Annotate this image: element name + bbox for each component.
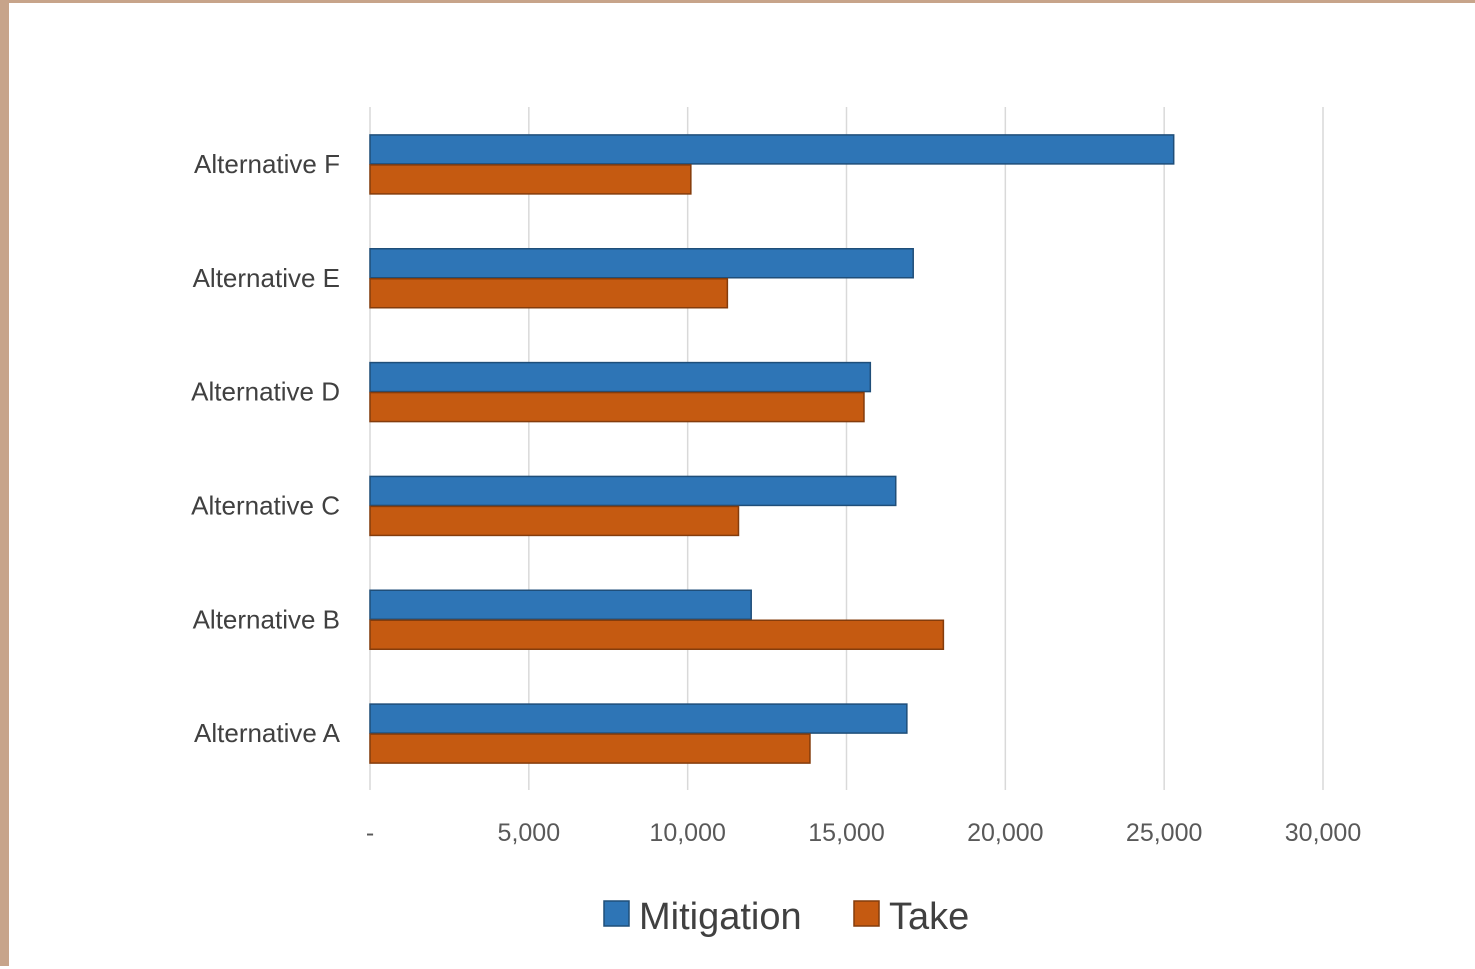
category-label-5: Alternative F [194,149,340,179]
x-tick-label-6: 30,000 [1285,819,1361,847]
bar-take-3 [369,391,865,423]
x-axis-tick-labels: - 5,000 10,000 15,000 20,000 25,000 30,000 [366,819,1361,847]
y-axis-category-labels: Alternative A Alternative B Alternative C A… [191,149,340,748]
legend-label-take: Take [889,896,969,938]
category-label-4: Alternative E [193,263,340,293]
bar-take-4 [369,278,729,309]
bar-take-2 [369,505,740,537]
bar-take-0 [369,733,811,764]
bar-mitigation-5 [369,134,1175,165]
gridlines [369,107,1324,790]
category-label-3: Alternative D [191,377,340,407]
x-tick-label-2: 10,000 [649,819,725,847]
x-tick-label-0: - [366,819,374,847]
bar-take-1 [369,619,945,650]
bar-chart: - 5,000 10,000 15,000 20,000 25,000 30,000 Alt… [191,107,1361,938]
x-tick-label-4: 20,000 [967,819,1043,847]
legend-label-mitigation: Mitigation [639,896,802,938]
bar-mitigation-3 [369,361,872,393]
x-tick-label-1: 5,000 [498,819,561,847]
x-tick-label-5: 25,000 [1126,819,1202,847]
bar-mitigation-4 [369,248,914,279]
legend: Mitigation Take [603,896,969,938]
x-tick-label-3: 15,000 [808,819,884,847]
category-label-1: Alternative B [193,604,340,634]
category-label-0: Alternative A [194,718,341,748]
bar-take-5 [369,164,692,195]
bar-mitigation-0 [369,703,908,734]
bar-mitigation-2 [369,475,897,507]
category-label-2: Alternative C [191,490,340,520]
legend-swatch-take [853,900,880,927]
bar-mitigation-1 [369,589,752,620]
bars [369,134,1175,764]
legend-swatch-mitigation [603,900,630,927]
